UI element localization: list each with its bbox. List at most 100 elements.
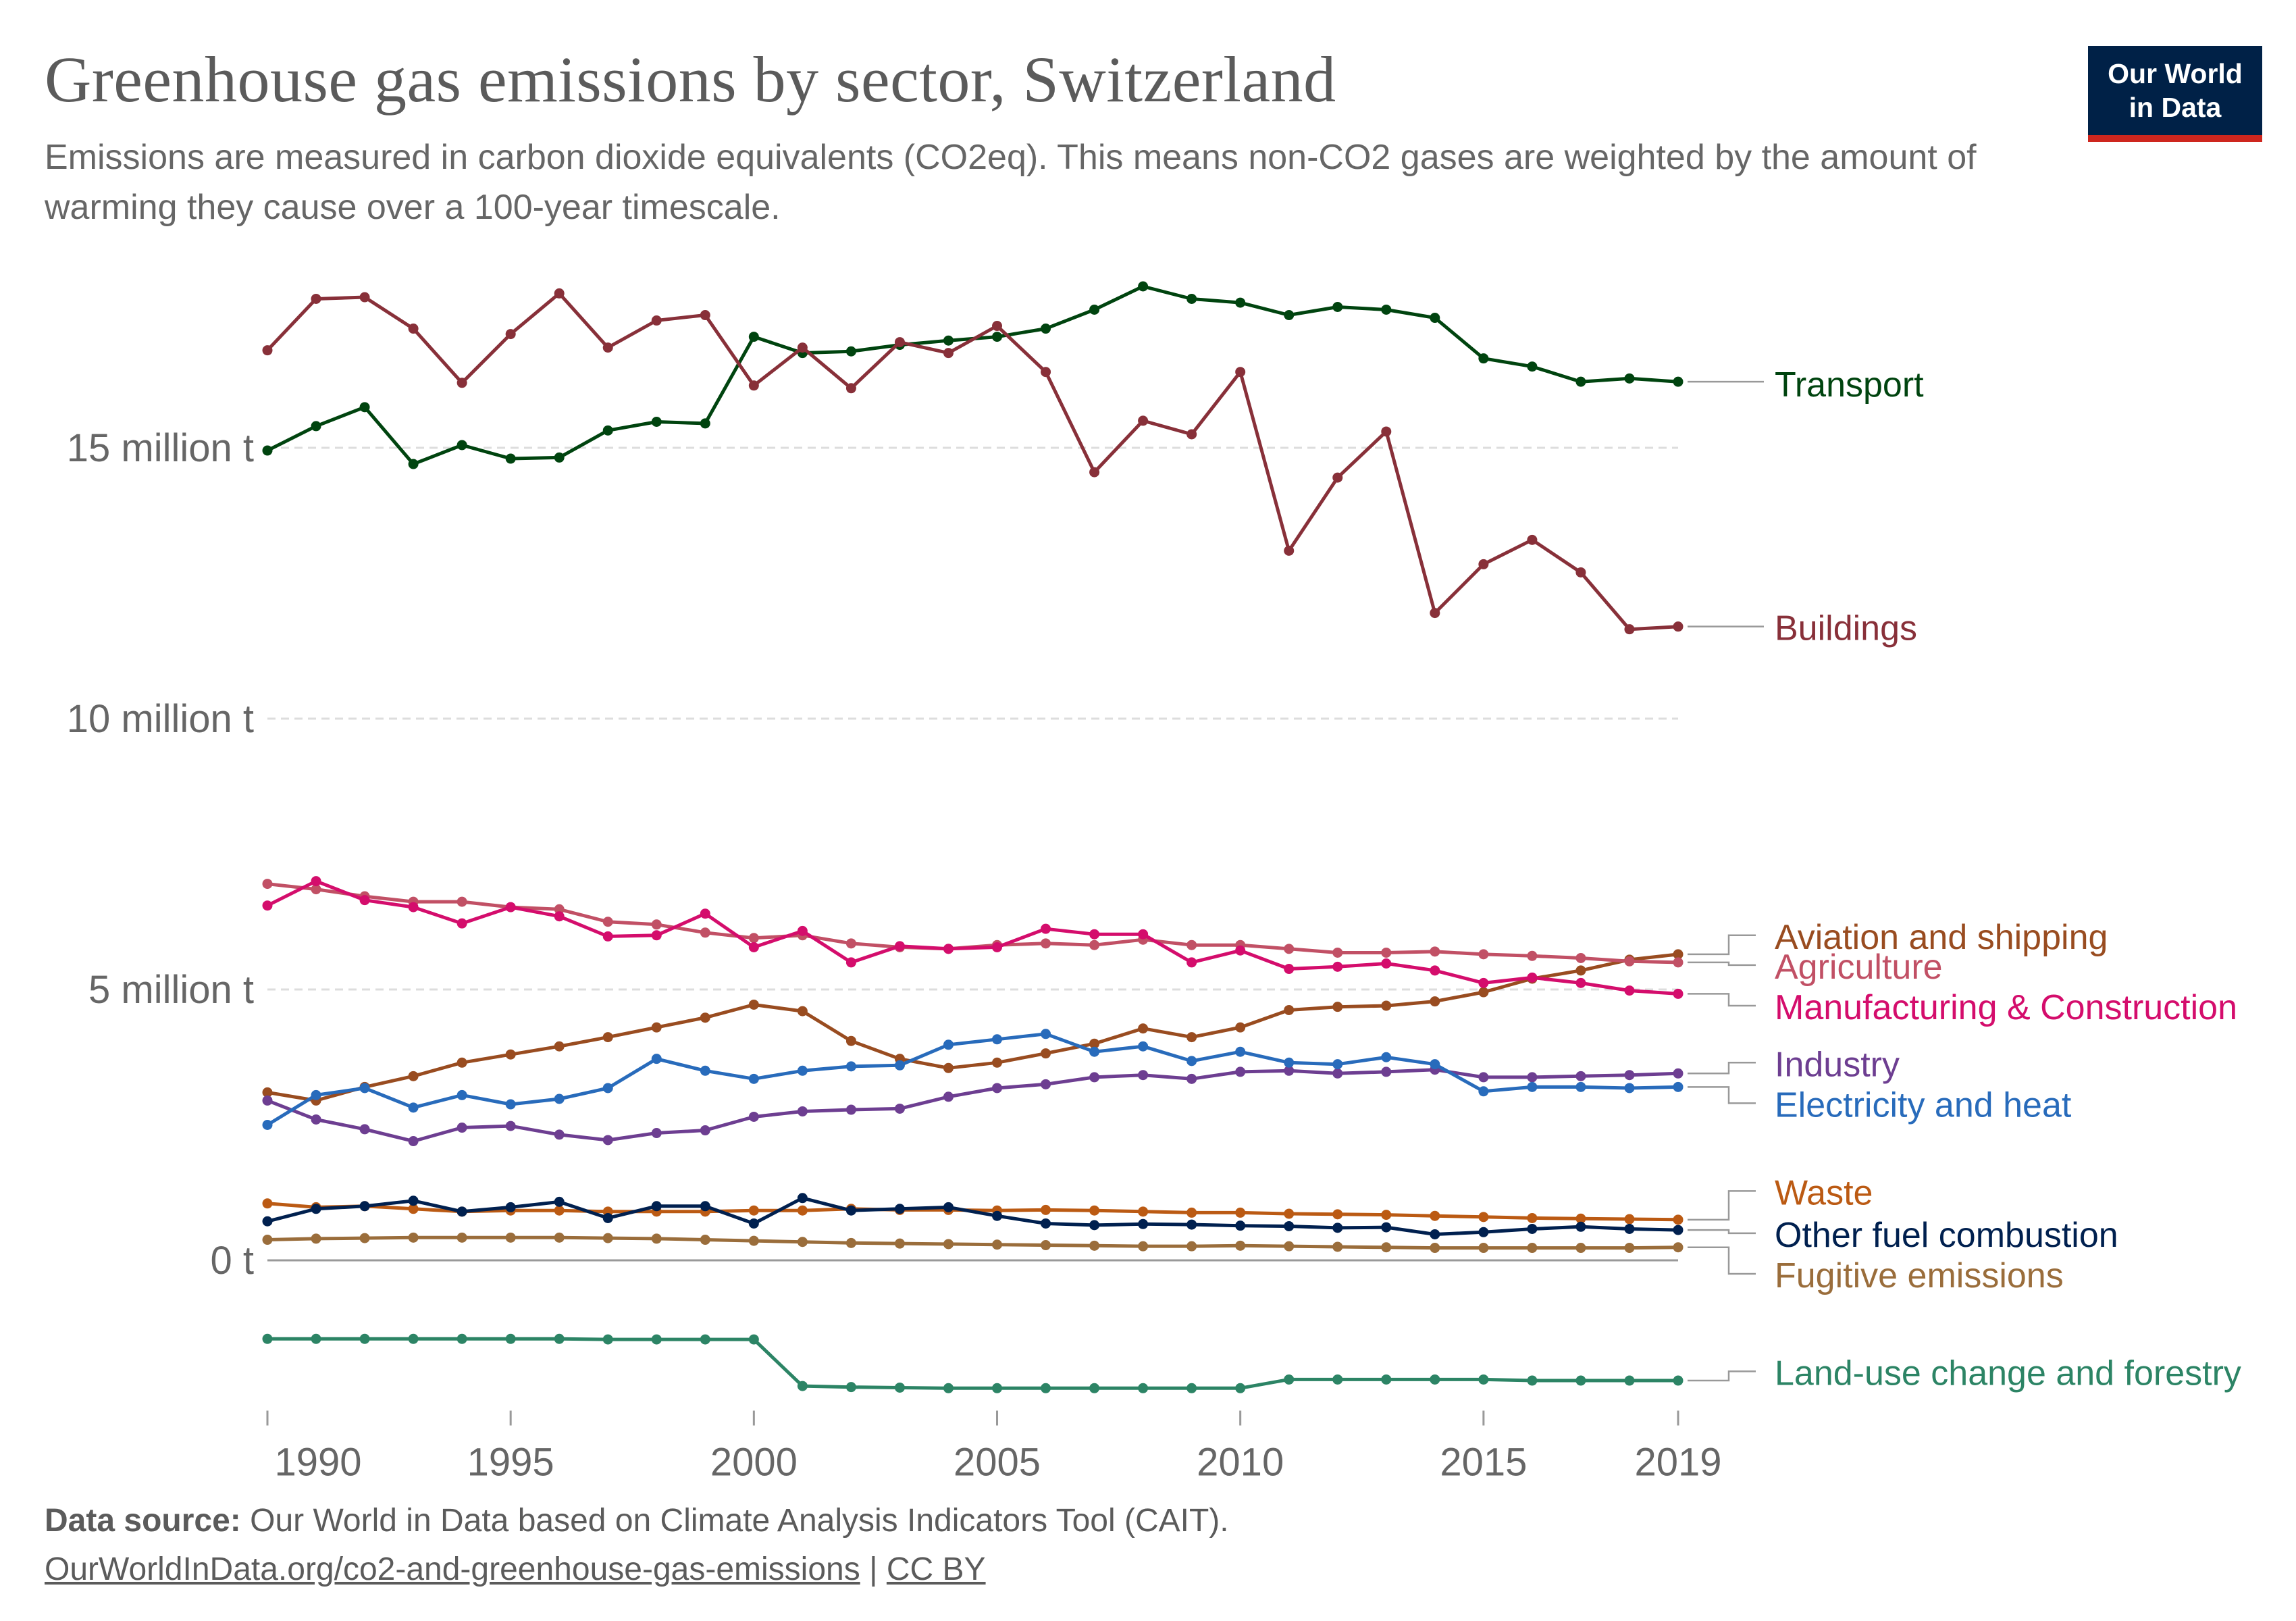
data-point[interactable] — [943, 335, 954, 346]
data-point[interactable] — [408, 1071, 419, 1081]
data-point[interactable] — [1138, 281, 1149, 292]
data-point[interactable] — [602, 1083, 613, 1093]
data-point[interactable] — [408, 1232, 419, 1243]
data-point[interactable] — [1527, 1375, 1538, 1386]
data-point[interactable] — [1575, 567, 1586, 577]
data-point[interactable] — [505, 1049, 516, 1060]
data-point[interactable] — [1284, 1057, 1295, 1068]
data-point[interactable] — [1235, 1022, 1246, 1033]
data-point[interactable] — [1235, 945, 1246, 956]
data-point[interactable] — [1332, 961, 1343, 972]
data-point[interactable] — [1478, 1243, 1489, 1254]
data-point[interactable] — [1138, 415, 1149, 426]
data-point[interactable] — [748, 1205, 759, 1216]
data-point[interactable] — [1186, 957, 1197, 968]
series-agriculture[interactable] — [262, 879, 1684, 968]
data-point[interactable] — [797, 1237, 808, 1247]
data-point[interactable] — [1381, 1210, 1392, 1220]
data-point[interactable] — [748, 942, 759, 952]
data-point[interactable] — [1041, 923, 1051, 934]
data-point[interactable] — [1575, 1243, 1586, 1254]
data-point[interactable] — [1673, 1375, 1684, 1386]
data-point[interactable] — [1381, 958, 1392, 969]
data-point[interactable] — [1381, 1000, 1392, 1011]
data-point[interactable] — [311, 884, 321, 895]
data-point[interactable] — [1332, 947, 1343, 958]
data-point[interactable] — [894, 941, 905, 952]
data-point[interactable] — [554, 288, 565, 299]
data-point[interactable] — [1381, 1066, 1392, 1077]
data-point[interactable] — [1089, 467, 1100, 478]
data-point[interactable] — [1041, 1218, 1051, 1229]
data-point[interactable] — [992, 1383, 1003, 1393]
data-point[interactable] — [1527, 950, 1538, 961]
data-point[interactable] — [262, 900, 273, 911]
data-point[interactable] — [1235, 1046, 1246, 1057]
data-point[interactable] — [456, 378, 467, 388]
data-point[interactable] — [651, 1054, 662, 1064]
data-point[interactable] — [700, 1334, 710, 1345]
data-point[interactable] — [1673, 949, 1684, 960]
data-point[interactable] — [554, 1129, 565, 1140]
data-point[interactable] — [311, 1333, 321, 1344]
data-point[interactable] — [359, 1083, 370, 1093]
data-point[interactable] — [1624, 373, 1635, 384]
data-point[interactable] — [359, 1201, 370, 1212]
data-point[interactable] — [505, 902, 516, 912]
data-point[interactable] — [797, 342, 808, 353]
data-point[interactable] — [1478, 949, 1489, 960]
data-point[interactable] — [1235, 367, 1246, 378]
data-point[interactable] — [1527, 1223, 1538, 1234]
data-point[interactable] — [1041, 1204, 1051, 1215]
data-point[interactable] — [1041, 324, 1051, 334]
data-point[interactable] — [1041, 1029, 1051, 1039]
data-point[interactable] — [554, 1041, 565, 1052]
data-point[interactable] — [1284, 964, 1295, 975]
data-point[interactable] — [992, 1210, 1003, 1221]
data-point[interactable] — [700, 1201, 710, 1212]
data-point[interactable] — [1478, 353, 1489, 364]
data-point[interactable] — [1235, 1220, 1246, 1231]
data-point[interactable] — [1332, 1374, 1343, 1385]
data-point[interactable] — [1624, 1070, 1635, 1081]
data-point[interactable] — [992, 332, 1003, 342]
data-point[interactable] — [262, 1198, 273, 1209]
data-point[interactable] — [894, 1382, 905, 1393]
data-point[interactable] — [1673, 1214, 1684, 1225]
data-point[interactable] — [943, 1062, 954, 1073]
data-point[interactable] — [311, 421, 321, 432]
data-point[interactable] — [1624, 985, 1635, 996]
data-point[interactable] — [992, 1057, 1003, 1068]
data-point[interactable] — [845, 938, 856, 949]
data-point[interactable] — [797, 1106, 808, 1116]
data-point[interactable] — [1089, 1072, 1100, 1083]
data-point[interactable] — [1332, 1223, 1343, 1233]
data-point[interactable] — [1186, 1073, 1197, 1084]
data-point[interactable] — [1332, 1059, 1343, 1070]
data-point[interactable] — [359, 292, 370, 303]
data-point[interactable] — [262, 1095, 273, 1106]
data-point[interactable] — [1235, 1207, 1246, 1218]
data-point[interactable] — [408, 1333, 419, 1344]
data-point[interactable] — [1186, 1219, 1197, 1230]
series-electricity-and-heat[interactable] — [262, 1029, 1684, 1130]
data-point[interactable] — [894, 337, 905, 348]
data-point[interactable] — [1332, 472, 1343, 483]
data-point[interactable] — [700, 927, 710, 938]
data-point[interactable] — [1284, 1241, 1295, 1252]
data-point[interactable] — [1381, 1374, 1392, 1385]
data-point[interactable] — [359, 895, 370, 906]
data-point[interactable] — [1089, 929, 1100, 940]
data-point[interactable] — [700, 908, 710, 919]
series-fugitive-emissions[interactable] — [262, 1232, 1684, 1254]
data-point[interactable] — [651, 417, 662, 428]
data-point[interactable] — [797, 1006, 808, 1017]
data-point[interactable] — [602, 1334, 613, 1345]
data-point[interactable] — [797, 1205, 808, 1216]
data-point[interactable] — [1624, 1375, 1635, 1386]
data-point[interactable] — [1478, 1072, 1489, 1083]
data-point[interactable] — [1478, 977, 1489, 988]
data-point[interactable] — [1186, 1056, 1197, 1066]
data-point[interactable] — [456, 1123, 467, 1133]
data-point[interactable] — [748, 332, 759, 342]
